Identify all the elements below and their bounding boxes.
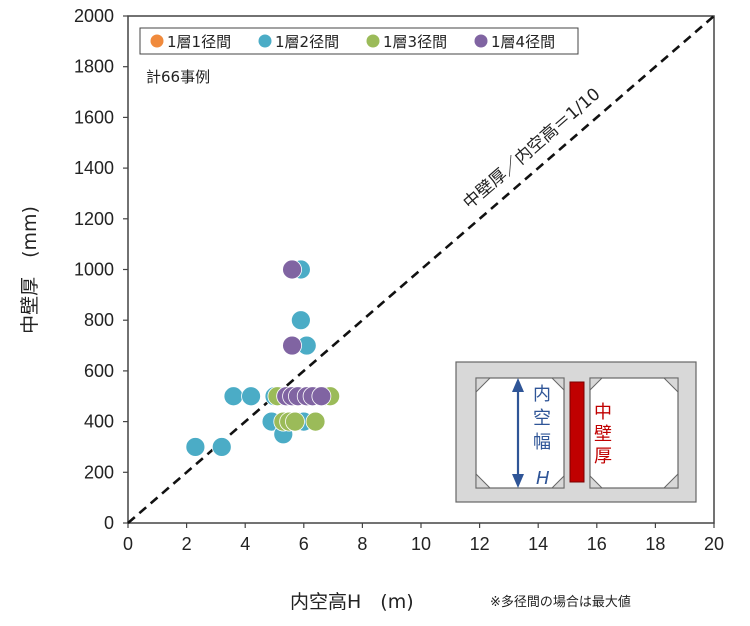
legend-marker — [150, 34, 164, 48]
reference-line-path — [127, 15, 715, 524]
inset-haunch — [662, 377, 679, 394]
inset-arrow-head-top — [512, 378, 524, 392]
inset-haunch — [589, 377, 604, 392]
data-point — [282, 259, 302, 280]
footnote: ※多径間の場合は最大値 — [490, 594, 631, 610]
x-tick-label: 20 — [704, 534, 724, 554]
inset-label-char: 空 — [533, 408, 551, 429]
x-tick-label: 4 — [240, 534, 250, 554]
inset-middle-wall — [569, 381, 585, 483]
data-point — [305, 411, 326, 432]
inset-label-char: 壁 — [594, 424, 612, 445]
inset-haunch — [662, 472, 679, 489]
inset-right-cell — [589, 377, 679, 489]
count-label: 計66事例 — [146, 68, 210, 86]
legend-label: 1層3径間 — [383, 33, 447, 51]
data-point — [211, 437, 232, 457]
x-tick-label: 8 — [357, 534, 367, 554]
y-tick-label: 1600 — [74, 107, 114, 127]
inset-label-char: 中 — [594, 402, 612, 423]
inset-height-symbol: H — [536, 468, 550, 489]
data-point — [282, 335, 302, 356]
data-point — [241, 386, 261, 407]
inset-height-label: 内空幅 — [533, 384, 551, 453]
y-tick-label: 600 — [84, 361, 114, 381]
data-points — [185, 259, 341, 457]
data-point — [311, 386, 332, 407]
y-tick-label: 1400 — [74, 158, 114, 178]
x-tick-label: 0 — [123, 534, 133, 554]
inset-diagram: 内空幅 H 中壁厚 — [450, 356, 698, 510]
x-tick-label: 12 — [470, 534, 490, 554]
axis-ticks: 0 2 4 6 8 10 12 14 16 18 2002004006008001000120014… — [74, 6, 724, 554]
inset-label-char: 幅 — [533, 432, 551, 453]
legend-box — [139, 27, 579, 55]
y-tick-label: 800 — [84, 310, 114, 330]
inset-left-cell — [475, 377, 565, 489]
x-tick-label: 14 — [528, 534, 548, 554]
inset-haunch — [475, 377, 492, 394]
y-tick-label: 1000 — [74, 260, 114, 280]
legend: 1層1径間 1層2径間 1層3径間 1層4径間 — [139, 27, 579, 55]
y-tick-label: 1200 — [74, 209, 114, 229]
legend-marker — [258, 34, 272, 48]
data-point — [185, 437, 206, 457]
legend-marker — [366, 34, 380, 48]
x-tick-label: 2 — [182, 534, 192, 554]
inset-haunch — [589, 474, 604, 489]
inset-arrow-head-bottom — [512, 474, 524, 488]
data-point — [223, 386, 244, 407]
x-tick-label: 18 — [645, 534, 665, 554]
legend-label: 1層1径間 — [167, 33, 231, 51]
y-tick-label: 2000 — [74, 6, 114, 26]
inset-label-char: 内 — [533, 384, 551, 405]
y-tick-label: 1800 — [74, 57, 114, 77]
x-tick-label: 10 — [411, 534, 431, 554]
reference-line — [127, 15, 715, 524]
legend-label: 1層2径間 — [275, 33, 339, 51]
data-point — [290, 310, 311, 331]
legend-marker — [474, 34, 488, 48]
data-point — [285, 411, 305, 432]
inset-haunch — [550, 377, 565, 392]
x-tick-label: 16 — [587, 534, 607, 554]
inset-haunch — [550, 474, 565, 489]
x-axis-title: 内空高H (m) — [290, 591, 414, 613]
legend-label: 1層4径間 — [491, 33, 555, 51]
y-axis-title: 中壁厚 (mm) — [19, 206, 41, 334]
y-tick-label: 400 — [84, 412, 114, 432]
y-tick-label: 200 — [84, 462, 114, 482]
inset-haunch — [475, 472, 492, 489]
y-tick-label: 0 — [104, 513, 114, 533]
inset-wall-label: 中壁厚 — [594, 402, 612, 467]
x-tick-label: 6 — [299, 534, 309, 554]
inset-label-char: 厚 — [594, 446, 612, 467]
